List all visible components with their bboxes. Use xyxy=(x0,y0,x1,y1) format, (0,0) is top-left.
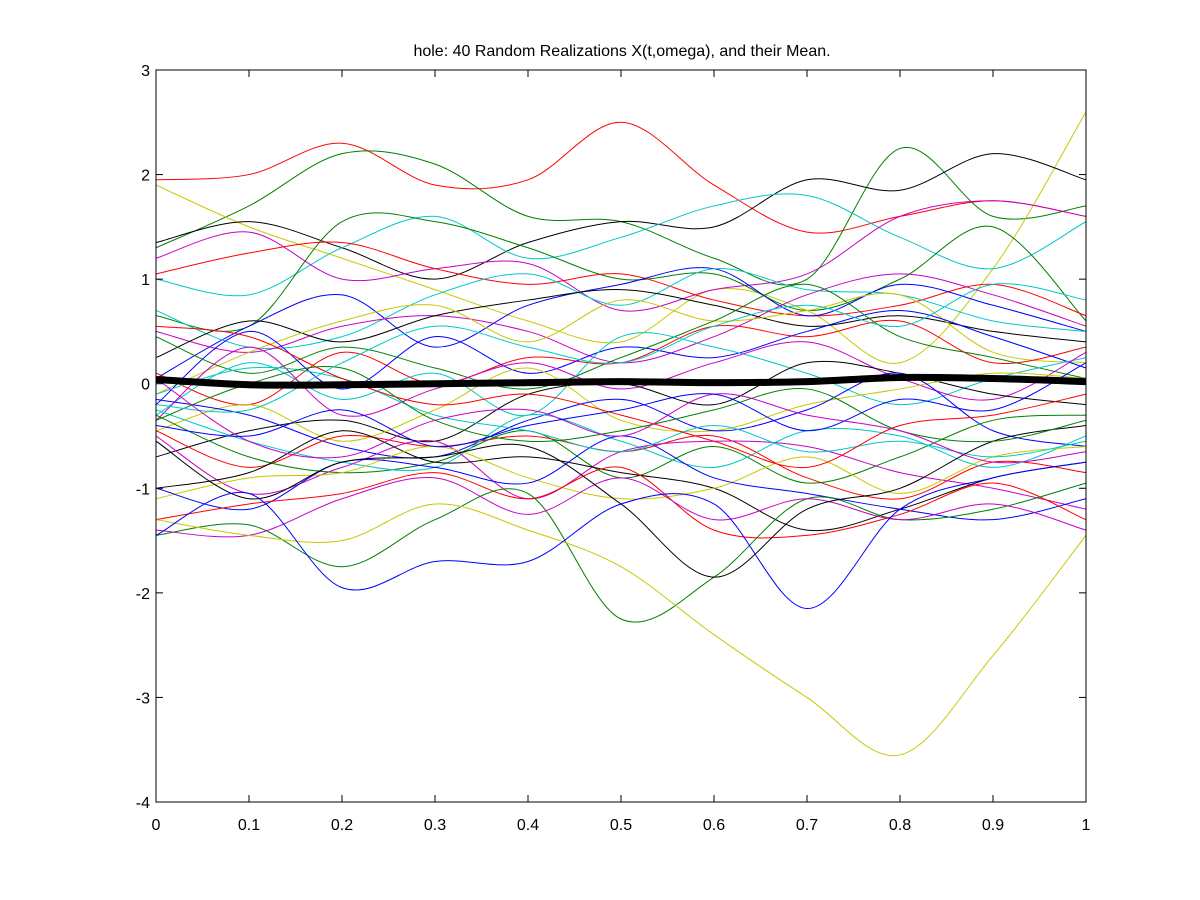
series-line-27 xyxy=(156,445,1086,500)
x-tick-label-8: 0.8 xyxy=(889,817,911,834)
series-line-7 xyxy=(156,212,1086,332)
series-line-38 xyxy=(156,283,1086,413)
x-tick-label-10: 1 xyxy=(1082,817,1091,834)
y-tick-label-5: 1 xyxy=(141,272,150,289)
x-tick-label-1: 0.1 xyxy=(238,817,260,834)
y-tick-label-7: 3 xyxy=(141,63,150,80)
series-line-4 xyxy=(156,153,1086,280)
series-line-31 xyxy=(156,366,1086,458)
series-line-1 xyxy=(156,121,1086,234)
series-line-25 xyxy=(156,435,1086,510)
x-tick-label-2: 0.2 xyxy=(331,817,353,834)
series-line-8 xyxy=(156,241,1086,317)
chart-title: hole: 40 Random Realizations X(t,omega),… xyxy=(413,43,830,60)
series-line-21 xyxy=(156,372,1086,459)
series-line-40 xyxy=(156,362,1086,448)
series-line-10 xyxy=(156,268,1086,350)
mean-line xyxy=(156,373,1086,389)
y-tick-label-1: -3 xyxy=(136,690,150,707)
series-line-36 xyxy=(156,325,1086,469)
series-line-34 xyxy=(156,503,1086,757)
x-tick-label-6: 0.6 xyxy=(703,817,725,834)
series-line-26 xyxy=(156,430,1086,532)
y-tick-label-3: -1 xyxy=(136,481,150,498)
series-line-15 xyxy=(156,310,1086,406)
y-tick-label-6: 2 xyxy=(141,168,150,185)
series-line-20 xyxy=(156,367,1086,442)
y-tick-label-4: 0 xyxy=(141,377,150,394)
series-line-32 xyxy=(156,477,1086,538)
series-line-5 xyxy=(156,193,1086,297)
x-tick-label-9: 0.9 xyxy=(982,817,1004,834)
series-line-30 xyxy=(156,482,1086,623)
x-tick-label-5: 0.5 xyxy=(610,817,632,834)
tick-layer: 0 0.1 0.2 0.3 0.4 0.5 0.6 0.7 0.8 0.9 1 -4 -3 -2 -1 0 1 2… xyxy=(136,63,1091,834)
series-line-35 xyxy=(156,461,1086,610)
series-line-24 xyxy=(156,409,1086,472)
x-tick-label-7: 0.7 xyxy=(796,817,818,834)
y-tick-label-2: -2 xyxy=(136,586,150,603)
series-line-3 xyxy=(156,111,1086,364)
x-tick-label-4: 0.4 xyxy=(517,817,539,834)
series-layer xyxy=(156,111,1086,757)
x-tick-label-0: 0 xyxy=(152,817,161,834)
series-line-13 xyxy=(156,292,1086,395)
x-tick-label-3: 0.3 xyxy=(424,817,446,834)
series-line-29 xyxy=(156,466,1086,539)
series-line-9 xyxy=(156,267,1086,379)
y-tick-label-0: -4 xyxy=(136,795,150,812)
series-line-16 xyxy=(156,283,1086,390)
series-line-2 xyxy=(156,146,1086,286)
series-line-39 xyxy=(156,378,1086,464)
series-line-18 xyxy=(156,341,1086,421)
series-line-37 xyxy=(156,365,1086,443)
